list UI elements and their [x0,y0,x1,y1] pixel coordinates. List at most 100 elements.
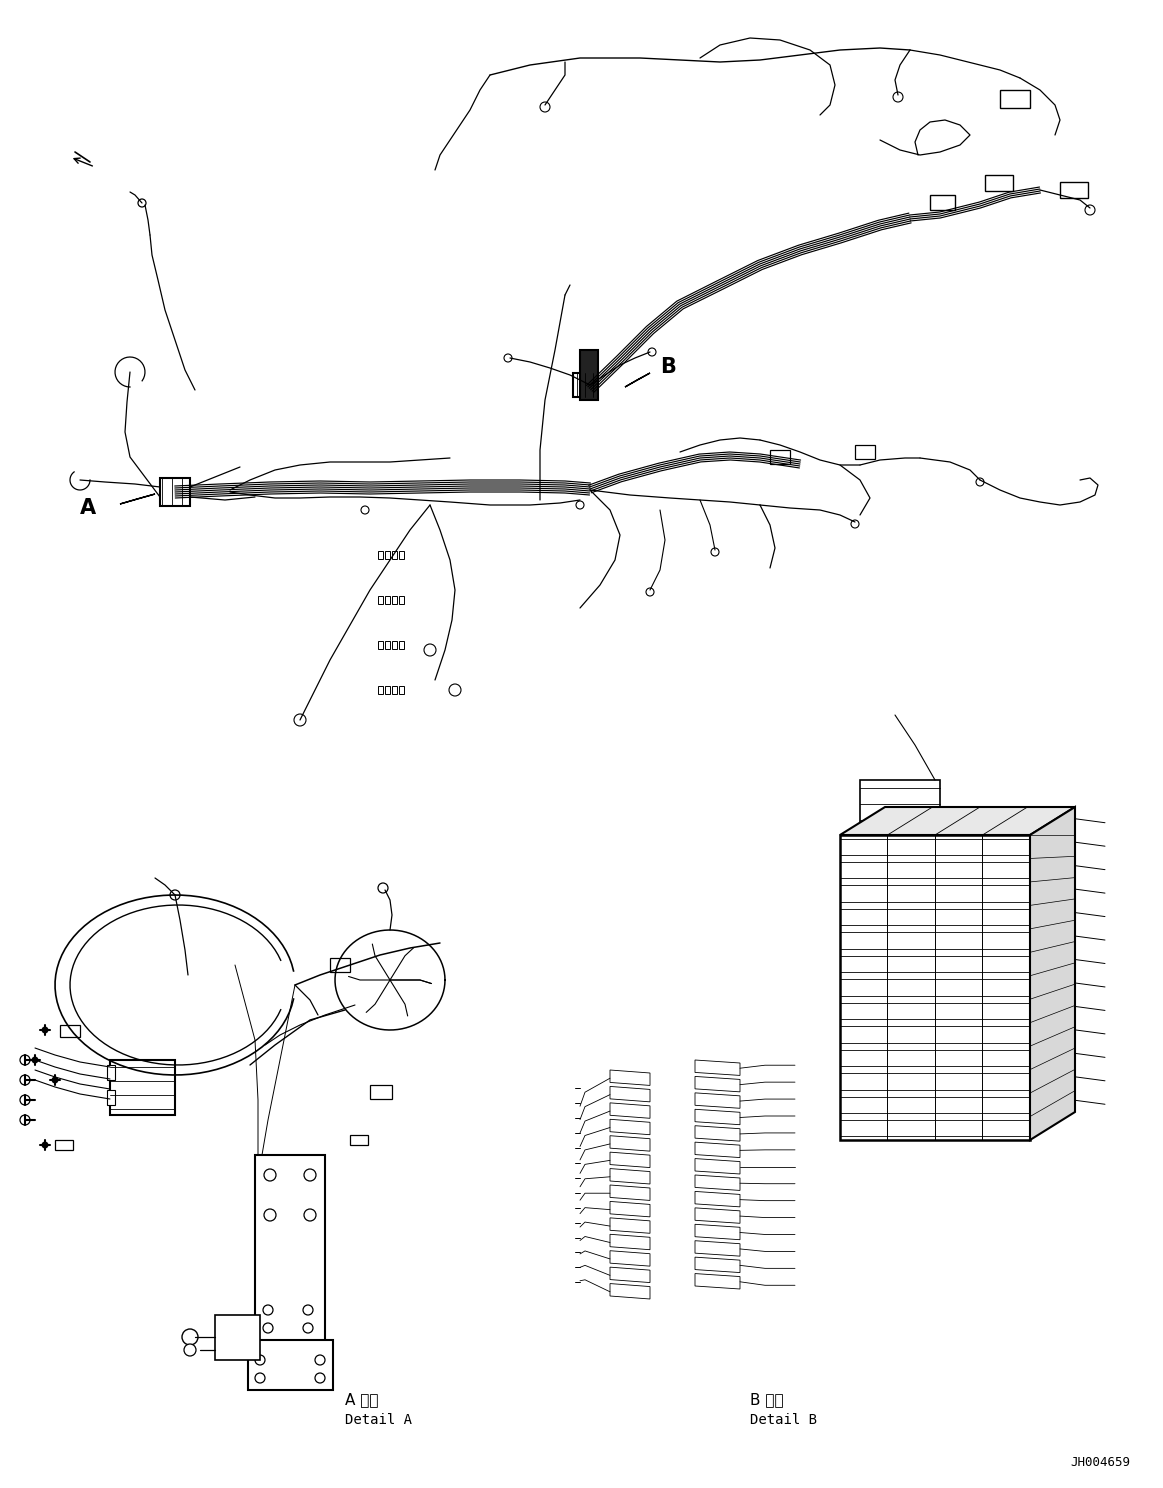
Circle shape [711,548,719,557]
Polygon shape [1030,806,1075,1140]
Bar [1059,182,1089,198]
Bar [855,445,875,458]
Polygon shape [695,1225,740,1240]
Bar [370,1085,392,1100]
Bar [930,195,955,210]
Circle shape [42,1141,48,1149]
Text: B 詳細: B 詳細 [750,1393,784,1408]
Polygon shape [611,1070,650,1085]
Circle shape [255,1356,265,1364]
Bar [840,835,1030,1140]
Circle shape [20,1055,30,1065]
Circle shape [449,684,461,696]
Bar [330,958,350,972]
Polygon shape [611,1251,650,1266]
Bar [385,551,390,559]
Bar [1000,89,1030,109]
Circle shape [424,644,436,656]
Polygon shape [611,1234,650,1250]
Polygon shape [625,373,650,387]
Circle shape [264,1170,276,1181]
Bar [60,1025,80,1037]
Bar [392,551,397,559]
Text: JH004659: JH004659 [1070,1455,1130,1469]
Polygon shape [695,1176,740,1190]
Circle shape [138,199,147,207]
Polygon shape [611,1086,650,1101]
Bar [399,641,404,649]
Bar [859,780,940,827]
Bar [378,551,383,559]
Circle shape [315,1356,324,1364]
Polygon shape [611,1184,650,1201]
Polygon shape [611,1119,650,1135]
Circle shape [42,1027,48,1033]
Polygon shape [611,1168,650,1184]
Polygon shape [695,1076,740,1092]
Polygon shape [120,494,155,504]
Bar [55,1140,73,1150]
Bar [580,350,598,400]
Bar [985,176,1013,190]
Polygon shape [695,1274,740,1289]
Polygon shape [695,1059,740,1076]
Bar [160,478,190,506]
Circle shape [304,1305,313,1315]
Circle shape [576,501,584,509]
Circle shape [181,1329,198,1345]
Circle shape [361,506,369,513]
Polygon shape [611,1284,650,1299]
Bar [392,686,397,693]
Polygon shape [611,1217,650,1234]
Circle shape [378,882,388,893]
Polygon shape [695,1143,740,1158]
Circle shape [851,519,859,528]
Circle shape [20,1115,30,1125]
Circle shape [184,1344,197,1356]
Polygon shape [611,1268,650,1283]
Bar [107,1065,115,1080]
Polygon shape [695,1192,740,1207]
Circle shape [255,1373,265,1382]
Polygon shape [695,1126,740,1141]
Circle shape [645,588,654,597]
Circle shape [976,478,984,487]
Polygon shape [611,1103,650,1119]
Bar [378,686,383,693]
Bar [399,551,404,559]
Bar [385,641,390,649]
Text: Detail A: Detail A [345,1414,412,1427]
Polygon shape [611,1201,650,1217]
Circle shape [33,1056,38,1062]
Bar [110,1059,174,1115]
Bar [107,1091,115,1106]
Polygon shape [695,1241,740,1256]
Circle shape [263,1323,273,1333]
Polygon shape [840,806,1075,835]
Circle shape [304,1323,313,1333]
Circle shape [264,1208,276,1222]
Bar [350,1135,368,1144]
Bar [215,1315,261,1360]
Text: A 詳細: A 詳細 [345,1393,378,1408]
Polygon shape [611,1135,650,1152]
Circle shape [648,348,656,356]
Bar [770,449,790,464]
Polygon shape [695,1092,740,1109]
Circle shape [294,714,306,726]
Text: Detail B: Detail B [750,1414,816,1427]
Bar [378,641,383,649]
Bar [378,597,383,604]
Polygon shape [695,1159,740,1174]
Bar [385,686,390,693]
Polygon shape [695,1257,740,1272]
Bar [399,686,404,693]
Bar [385,597,390,604]
Circle shape [20,1095,30,1106]
Circle shape [52,1077,58,1083]
Bar [573,373,597,397]
Circle shape [304,1208,316,1222]
Circle shape [315,1373,324,1382]
Polygon shape [695,1208,740,1223]
Circle shape [304,1170,316,1181]
